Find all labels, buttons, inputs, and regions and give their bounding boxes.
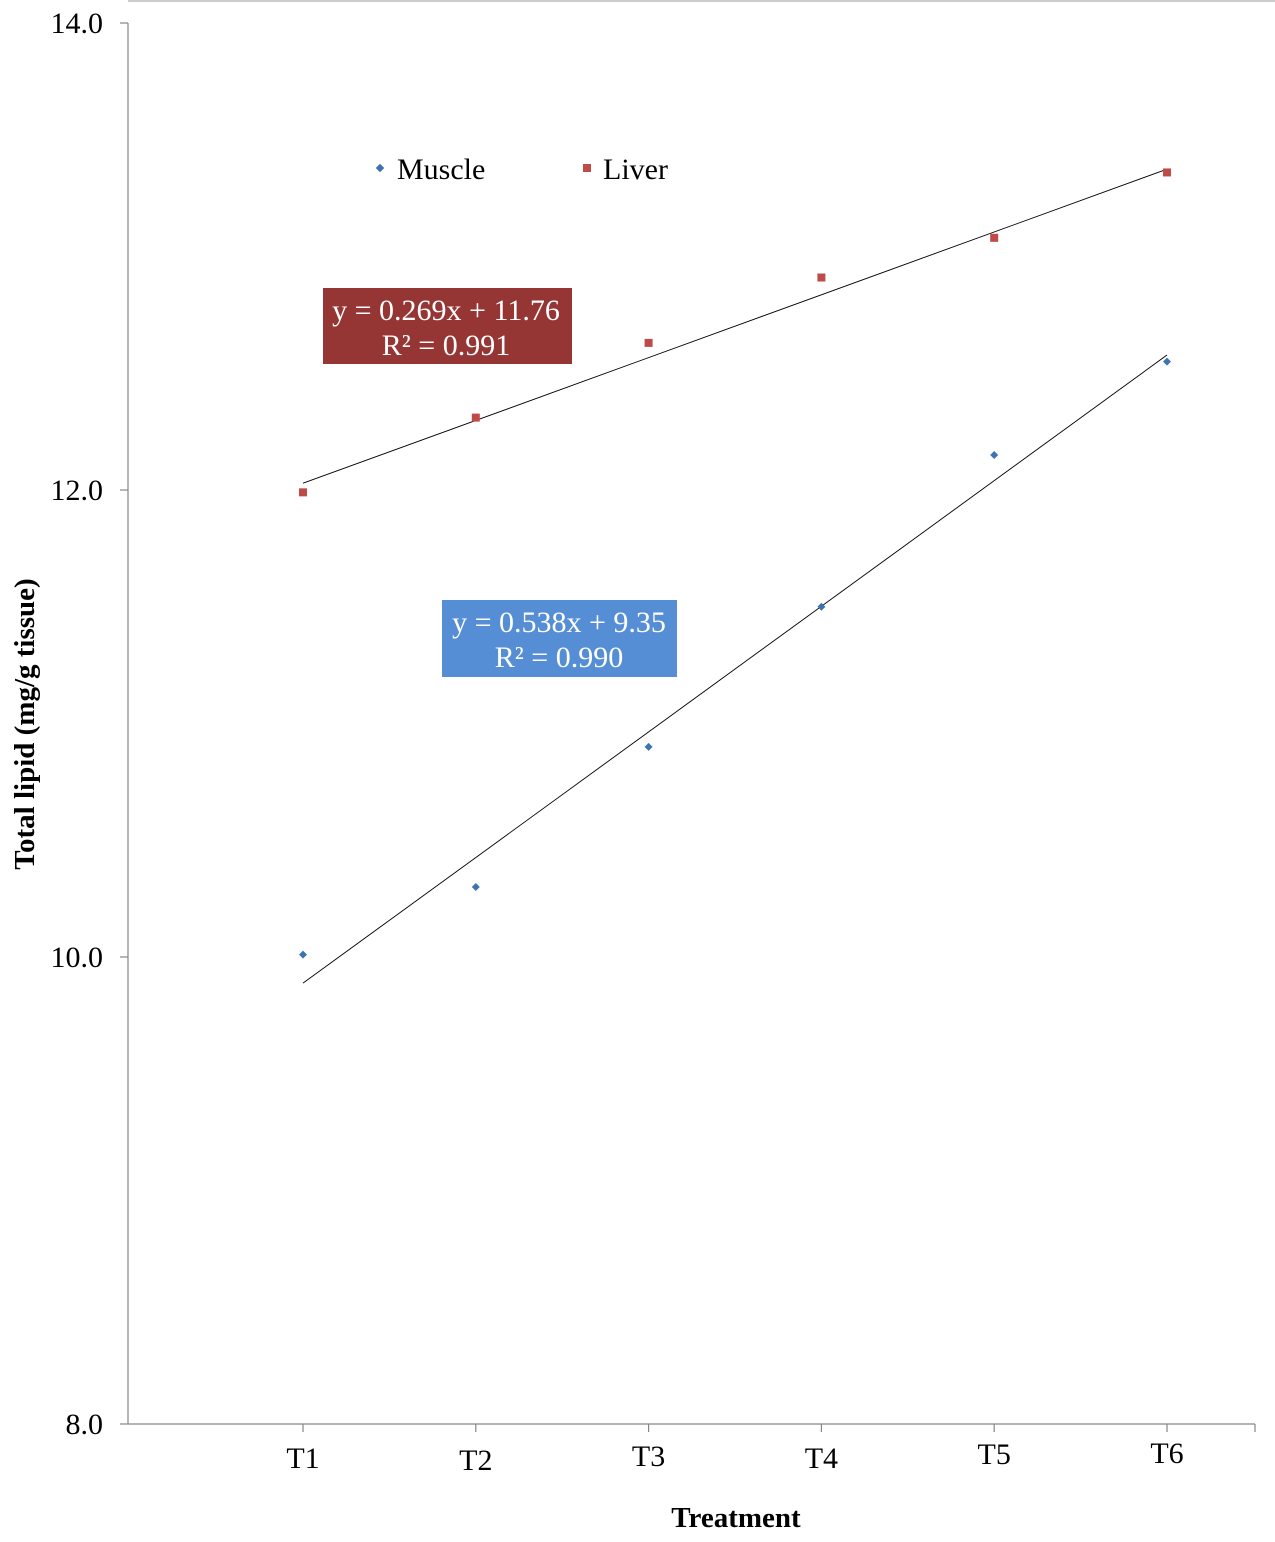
x-tick-label: T4	[805, 1442, 838, 1475]
point-muscle	[990, 450, 999, 459]
y-tick-label: 14.0	[51, 7, 104, 40]
point-liver	[299, 488, 307, 497]
trendlines	[302, 168, 1168, 984]
axes	[120, 22, 1256, 1432]
x-tick-label: T2	[459, 1444, 492, 1477]
point-muscle	[299, 950, 307, 959]
legend: Muscle Liver	[375, 153, 668, 186]
liver-r2: R² = 0.991	[382, 329, 510, 362]
liver-equation: y = 0.269x + 11.76	[332, 294, 560, 327]
x-tick-label: T3	[632, 1440, 665, 1473]
x-tick-label: T6	[1150, 1437, 1183, 1470]
point-muscle	[644, 742, 653, 751]
muscle-equation-box: y = 0.538x + 9.35 R² = 0.990	[442, 600, 677, 677]
data-points	[299, 168, 1171, 959]
point-liver	[644, 338, 653, 347]
x-tick-label: T1	[286, 1442, 319, 1475]
liver-equation-box: y = 0.269x + 11.76 R² = 0.991	[323, 288, 572, 364]
trendline-muscle	[302, 354, 1168, 984]
point-muscle	[471, 882, 480, 891]
legend-muscle-marker	[375, 163, 385, 173]
muscle-r2: R² = 0.990	[495, 641, 623, 674]
legend-liver-label: Liver	[603, 153, 668, 186]
muscle-equation-background	[442, 600, 677, 677]
tick-labels: 8.0 10.0 12.0 14.0 T1 T2 T3 T4 T5 T6	[51, 7, 1184, 1477]
point-liver	[817, 273, 826, 282]
point-liver	[990, 233, 999, 242]
x-axis-title: Treatment	[671, 1502, 801, 1534]
point-liver	[1163, 168, 1171, 177]
x-tick-label: T5	[978, 1438, 1011, 1471]
legend-muscle-label: Muscle	[397, 153, 485, 186]
legend-liver-marker	[583, 164, 591, 172]
y-tick-label: 8.0	[66, 1408, 104, 1441]
point-muscle	[1163, 357, 1171, 366]
point-liver	[471, 413, 480, 422]
y-tick-label: 10.0	[51, 941, 104, 974]
y-tick-label: 12.0	[51, 474, 104, 507]
muscle-equation: y = 0.538x + 9.35	[452, 606, 666, 639]
liver-equation-background	[323, 288, 572, 364]
y-axis-title: Total lipid (mg/g tissue)	[9, 578, 41, 869]
point-muscle	[817, 602, 826, 611]
trendline-liver	[302, 168, 1168, 484]
